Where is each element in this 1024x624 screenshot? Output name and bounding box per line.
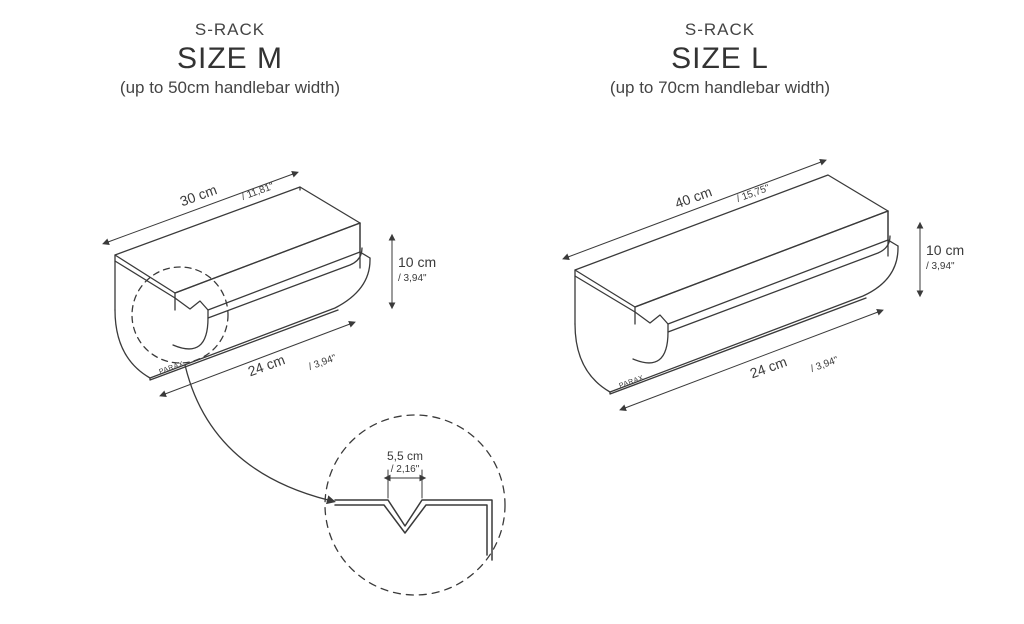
detail-view: 5,5 cm / 2,16" (325, 415, 505, 595)
callout-circle-source (132, 267, 228, 363)
dim-length-in: / 11,81" (240, 181, 276, 203)
dim-width-in: / 3,94" (809, 355, 840, 375)
dim-width-cm: 24 cm (748, 353, 789, 381)
brand-label: PARAX (158, 361, 185, 376)
dim-height-in: / 3,94" (398, 273, 427, 284)
detail-dim-cm: 5,5 cm (387, 449, 423, 463)
dim-height-cm: 10 cm (926, 242, 964, 258)
brand-label: PARAX (618, 375, 645, 390)
rack-m: PARAX 30 cm / 11,81" 10 cm / 3,94" 24 cm… (108, 174, 436, 394)
dim-length-in: / 15,75" (735, 183, 771, 205)
rack-l: PARAX 40 cm / 15,75" 10 cm / 3,94" 24 cm… (568, 162, 964, 408)
dim-length-cm: 30 cm (178, 181, 219, 209)
dim-height-cm: 10 cm (398, 254, 436, 270)
callout-arrow (185, 365, 328, 500)
dim-length-cm: 40 cm (673, 183, 714, 211)
dim-height-in: / 3,94" (926, 261, 955, 272)
dim-width-in: / 3,94" (307, 353, 338, 373)
detail-dim-in: / 2,16" (391, 464, 420, 475)
diagram-svg: PARAX 30 cm / 11,81" 10 cm / 3,94" 24 cm… (0, 0, 1024, 624)
